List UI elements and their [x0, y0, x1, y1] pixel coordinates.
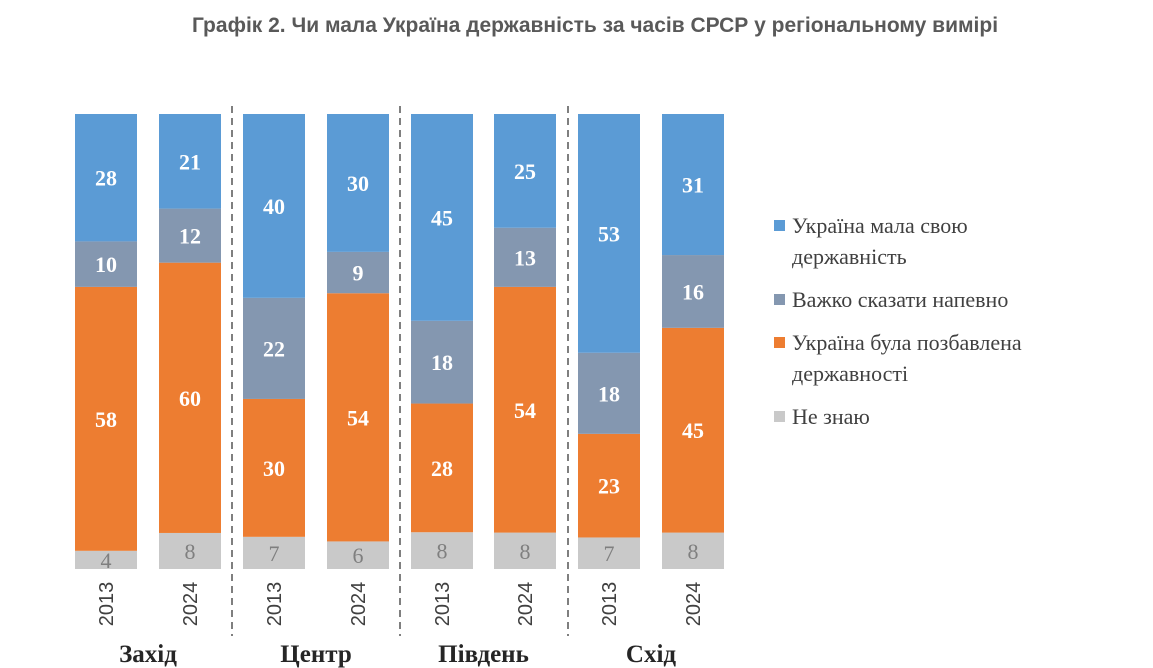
legend-item-hard-to-say: Важко сказати напевно — [774, 284, 1074, 315]
year-tick-label: 2024 — [683, 582, 705, 627]
bar-segment — [75, 286, 137, 551]
bar-segment — [494, 532, 556, 569]
data-label: 8 — [185, 539, 196, 564]
bar-segment — [243, 114, 305, 298]
year-tick-label: 2024 — [348, 582, 370, 627]
data-label: 13 — [514, 245, 536, 270]
data-label: 4 — [101, 548, 112, 573]
data-label: 31 — [682, 173, 704, 198]
legend-item-had-statehood: Україна мала свою державність — [774, 210, 1074, 272]
data-label: 54 — [514, 398, 536, 423]
legend-swatch-deprived — [774, 337, 785, 348]
bar-segment — [411, 114, 473, 321]
bar-segment — [159, 532, 221, 569]
bar-segment — [662, 255, 724, 328]
bar-segment — [411, 532, 473, 569]
data-label: 60 — [179, 386, 201, 411]
bar-segment — [243, 398, 305, 537]
year-tick-label: 2024 — [180, 582, 202, 627]
data-label: 58 — [95, 407, 117, 432]
bar-segment — [411, 403, 473, 533]
data-label: 45 — [682, 418, 704, 443]
region-label: Південь — [438, 641, 529, 668]
bar-segment — [327, 251, 389, 294]
bar-segment — [662, 532, 724, 569]
legend-swatch-dont-know — [774, 411, 785, 422]
bar-segment — [494, 114, 556, 228]
legend-label-dont-know: Не знаю — [792, 404, 870, 429]
data-label: 23 — [598, 474, 620, 499]
legend-label-deprived: Україна була позбавлена державності — [792, 330, 1022, 386]
bar-segment — [327, 114, 389, 252]
data-label: 10 — [95, 252, 117, 277]
data-label: 9 — [353, 261, 364, 286]
year-tick-label: 2013 — [96, 582, 118, 627]
legend-swatch-had-statehood — [774, 220, 785, 231]
bar-segment — [159, 114, 221, 209]
bar-segment — [75, 550, 137, 569]
bar-segment — [327, 541, 389, 569]
data-label: 18 — [431, 350, 453, 375]
year-tick-label: 2013 — [264, 582, 286, 627]
legend-label-hard-to-say: Важко сказати напевно — [792, 287, 1009, 312]
data-label: 30 — [263, 456, 285, 481]
data-label: 7 — [604, 541, 615, 566]
chart-legend: Україна мала свою державність Важко сказ… — [774, 210, 1074, 444]
year-tick-label: 2024 — [515, 582, 537, 627]
data-label: 45 — [431, 205, 453, 230]
bar-segment — [75, 114, 137, 242]
region-label: Захід — [119, 641, 177, 668]
data-label: 16 — [682, 279, 704, 304]
legend-swatch-hard-to-say — [774, 294, 785, 305]
legend-item-dont-know: Не знаю — [774, 401, 1074, 432]
bar-segment — [578, 433, 640, 538]
data-label: 8 — [688, 539, 699, 564]
region-label: Центр — [280, 641, 351, 668]
bar-segment — [159, 208, 221, 263]
data-label: 21 — [179, 149, 201, 174]
data-label: 28 — [95, 166, 117, 191]
data-label: 6 — [353, 543, 364, 568]
data-label: 22 — [263, 336, 285, 361]
data-label: 53 — [598, 221, 620, 246]
bar-segment — [578, 352, 640, 434]
bar-segment — [494, 227, 556, 287]
data-label: 25 — [514, 159, 536, 184]
data-label: 8 — [437, 539, 448, 564]
legend-label-had-statehood: Україна мала свою державність — [792, 213, 968, 269]
bar-segment — [578, 537, 640, 569]
bar-segment — [243, 536, 305, 569]
chart-title: Графік 2. Чи мала Україна державність за… — [191, 14, 999, 37]
bar-segment — [327, 293, 389, 542]
bar-segment — [75, 241, 137, 287]
region-label: Схід — [626, 641, 677, 668]
bar-segment — [243, 297, 305, 399]
bar-segment — [578, 114, 640, 353]
data-label: 12 — [179, 224, 201, 249]
year-tick-label: 2013 — [599, 582, 621, 627]
bar-segment — [494, 286, 556, 533]
stacked-bar-chart: 4581028201386012212024730224020136549302… — [75, 106, 724, 668]
legend-item-deprived: Україна була позбавлена державності — [774, 327, 1074, 389]
data-label: 30 — [347, 171, 369, 196]
data-label: 8 — [520, 539, 531, 564]
bar-segment — [662, 114, 724, 256]
data-label: 40 — [263, 194, 285, 219]
bar-segment — [159, 262, 221, 533]
data-label: 18 — [598, 381, 620, 406]
data-label: 7 — [269, 541, 280, 566]
year-tick-label: 2013 — [432, 582, 454, 627]
data-label: 28 — [431, 456, 453, 481]
bar-segment — [411, 320, 473, 404]
data-label: 54 — [347, 405, 369, 430]
bar-segment — [662, 327, 724, 533]
